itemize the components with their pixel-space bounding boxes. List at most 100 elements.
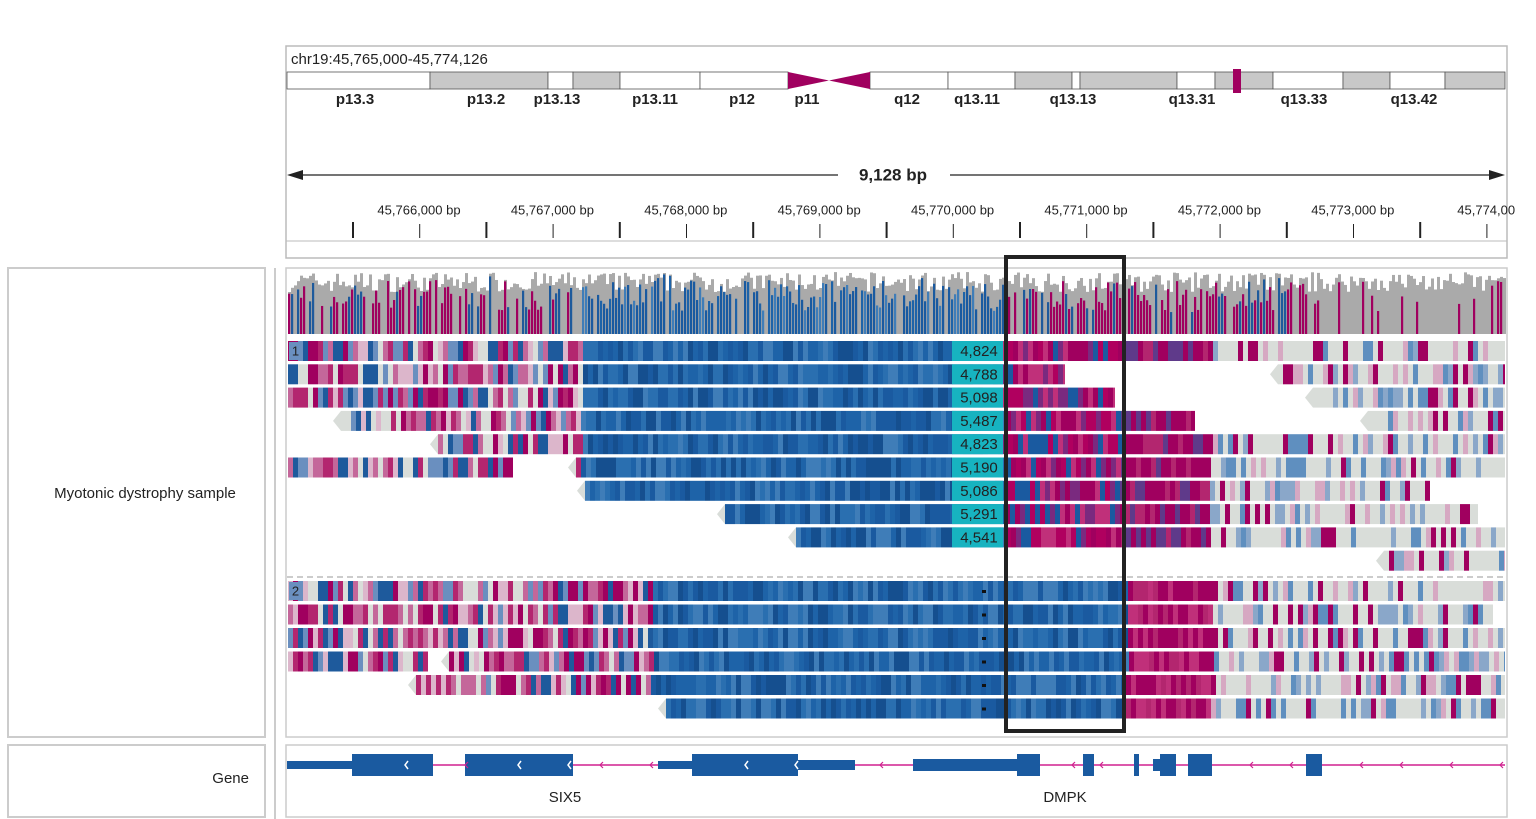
read-base bbox=[1433, 410, 1438, 431]
coverage-bar bbox=[1308, 291, 1311, 334]
read-base bbox=[1348, 604, 1353, 625]
cytoband-label: p12 bbox=[729, 91, 755, 108]
read-base bbox=[1405, 504, 1410, 525]
read-base bbox=[1435, 504, 1440, 525]
read-base bbox=[796, 527, 801, 548]
read-base bbox=[533, 434, 538, 455]
coverage-fill bbox=[1215, 282, 1218, 334]
read-base bbox=[498, 628, 503, 648]
read-base bbox=[1111, 410, 1116, 431]
read-base bbox=[1038, 387, 1043, 408]
read-base bbox=[1373, 341, 1378, 361]
read-base bbox=[1015, 504, 1020, 525]
coverage-fill bbox=[1164, 310, 1167, 334]
read-base bbox=[924, 651, 929, 672]
coverage-bar bbox=[1386, 290, 1389, 334]
read-base bbox=[1066, 527, 1071, 548]
read-base bbox=[1026, 675, 1031, 695]
read-base bbox=[558, 341, 563, 361]
read-base bbox=[976, 675, 981, 695]
read-base bbox=[323, 628, 328, 648]
read-base bbox=[1221, 698, 1226, 719]
read-base bbox=[863, 387, 868, 408]
coverage-bar bbox=[900, 282, 903, 334]
read-base bbox=[1285, 504, 1290, 525]
read-base bbox=[561, 675, 566, 695]
read-base bbox=[376, 410, 381, 431]
coverage-bar bbox=[366, 285, 369, 334]
read-base bbox=[1058, 387, 1063, 408]
coverage-fill bbox=[1290, 282, 1293, 334]
read-base bbox=[843, 341, 848, 361]
read-base bbox=[1441, 698, 1446, 719]
insertion-box bbox=[952, 504, 1003, 525]
read-base bbox=[461, 410, 466, 431]
read-base bbox=[939, 651, 944, 672]
read-base bbox=[748, 628, 753, 648]
read-base bbox=[1409, 550, 1414, 571]
read-base bbox=[458, 581, 463, 601]
read-base bbox=[526, 410, 531, 431]
read-base bbox=[498, 364, 503, 385]
read-base bbox=[1403, 387, 1408, 408]
read-base bbox=[1338, 387, 1343, 408]
read-base bbox=[1061, 527, 1066, 548]
coverage-fill bbox=[975, 309, 978, 334]
read-base bbox=[708, 581, 713, 601]
read-base bbox=[638, 604, 643, 625]
read-base bbox=[1126, 675, 1131, 695]
read-base bbox=[795, 504, 800, 525]
read-base bbox=[588, 628, 593, 648]
read-base bbox=[1041, 527, 1046, 548]
read-base bbox=[1163, 604, 1168, 625]
read-base bbox=[378, 581, 383, 601]
read-base bbox=[388, 628, 393, 648]
read-base bbox=[811, 698, 816, 719]
read-base bbox=[458, 341, 463, 361]
read-base bbox=[811, 410, 816, 431]
read-base bbox=[793, 628, 798, 648]
read-base bbox=[493, 628, 498, 648]
read-base bbox=[1018, 628, 1023, 648]
read-base bbox=[1431, 457, 1436, 478]
read-base bbox=[736, 698, 741, 719]
read-base bbox=[578, 628, 583, 648]
read-base bbox=[1331, 675, 1336, 695]
span-arrow bbox=[1489, 170, 1505, 180]
read-base bbox=[808, 434, 813, 455]
read-base bbox=[1271, 527, 1276, 548]
read-base bbox=[678, 581, 683, 601]
read-base bbox=[804, 651, 809, 672]
coverage-fill bbox=[735, 298, 738, 334]
read-base bbox=[383, 364, 388, 385]
read-base bbox=[1008, 581, 1013, 601]
read-base bbox=[468, 628, 473, 648]
read-base bbox=[1201, 698, 1206, 719]
read-base bbox=[1461, 675, 1466, 695]
read-base bbox=[1113, 434, 1118, 455]
read-base bbox=[303, 364, 308, 385]
read-base bbox=[568, 341, 573, 361]
read-base bbox=[904, 651, 909, 672]
read-base bbox=[1310, 480, 1315, 501]
strand-arrow bbox=[1249, 761, 1254, 769]
read-base bbox=[958, 604, 963, 625]
read-base bbox=[1168, 581, 1173, 601]
read-base bbox=[1321, 698, 1326, 719]
read-base bbox=[868, 387, 873, 408]
read-base bbox=[1288, 341, 1293, 361]
read-base bbox=[1314, 651, 1319, 672]
read-base bbox=[769, 651, 774, 672]
read-base bbox=[801, 457, 806, 478]
read-base bbox=[1378, 628, 1383, 648]
read-base bbox=[1328, 364, 1333, 385]
read-base bbox=[578, 434, 583, 455]
coverage-fill bbox=[630, 304, 633, 334]
read-base bbox=[1268, 341, 1273, 361]
read-base bbox=[573, 581, 578, 601]
read-base bbox=[1461, 527, 1466, 548]
read-base bbox=[1033, 387, 1038, 408]
coverage-fill bbox=[909, 301, 912, 334]
read-base bbox=[833, 581, 838, 601]
read-base bbox=[1240, 504, 1245, 525]
